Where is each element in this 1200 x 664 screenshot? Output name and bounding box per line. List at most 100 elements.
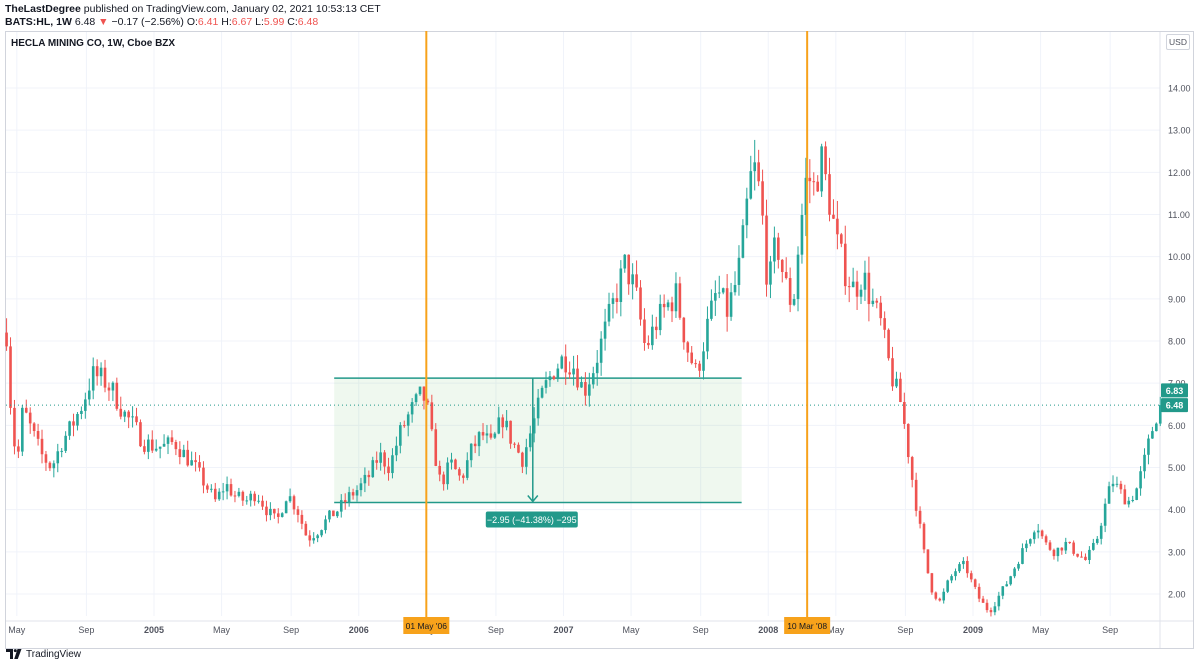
candle-body <box>355 490 359 496</box>
candle-body <box>536 397 540 419</box>
candle-body <box>469 443 473 461</box>
candle-body <box>729 292 733 317</box>
candle-body <box>1017 563 1020 569</box>
candle-body <box>343 500 347 502</box>
candle-body <box>166 437 170 444</box>
candle-body <box>717 292 721 294</box>
candle-body <box>143 446 146 452</box>
low-label: L: <box>255 16 264 28</box>
x-tick-label: May <box>8 625 26 635</box>
candle-body <box>820 146 823 192</box>
candle-body <box>773 237 776 262</box>
candle-body <box>962 560 965 565</box>
open-label: O: <box>186 16 198 28</box>
candle-body <box>1009 576 1012 585</box>
candle-body <box>1143 454 1146 472</box>
tradingview-icon <box>6 649 22 659</box>
candle-body <box>1068 541 1072 543</box>
candle-body <box>883 318 886 330</box>
candle-body <box>280 513 284 517</box>
tradingview-logo[interactable]: TradingView <box>6 647 81 661</box>
currency-badge[interactable]: USD <box>1166 34 1190 50</box>
candle-body <box>1119 483 1123 490</box>
y-tick-label: 9.00 <box>1168 294 1186 304</box>
candle-body <box>190 460 193 466</box>
candle-body <box>123 411 127 417</box>
candle-body <box>584 382 587 396</box>
candle-body <box>276 513 280 517</box>
candle-body <box>320 530 323 536</box>
candle-body <box>158 446 162 449</box>
candle-body <box>477 432 481 447</box>
candle-body <box>24 407 28 413</box>
chart-frame[interactable] <box>5 31 1194 649</box>
candle-body <box>1005 584 1009 587</box>
candle-body <box>28 412 32 424</box>
candle-body <box>206 485 209 490</box>
candle-body <box>253 493 256 502</box>
candle-body <box>1036 530 1040 533</box>
candle-body <box>721 288 725 293</box>
tradingview-brand: TradingView <box>26 648 82 660</box>
candle-body <box>406 414 410 426</box>
candle-body <box>710 300 713 319</box>
candle-body <box>611 298 615 304</box>
candle-body <box>733 284 737 293</box>
candle-body <box>1080 556 1083 558</box>
candle-body <box>186 449 190 466</box>
candle-body <box>938 598 942 601</box>
candle-body <box>17 446 20 452</box>
candle-body <box>379 452 382 463</box>
candle-body <box>686 342 690 353</box>
candle-body <box>21 407 24 452</box>
x-tick-label: May <box>1032 625 1050 635</box>
candle-body <box>91 366 95 391</box>
candle-body <box>973 579 977 587</box>
candle-body <box>540 387 544 398</box>
candle-body <box>643 319 646 343</box>
candle-body <box>371 460 375 478</box>
candle-body <box>501 417 505 428</box>
candle-body <box>832 214 835 219</box>
candle-body <box>170 437 174 443</box>
candle-body <box>824 146 827 175</box>
candle-body <box>288 496 292 502</box>
candle-body <box>1092 542 1095 550</box>
author-name[interactable]: TheLastDegree <box>5 3 81 15</box>
candle-body <box>749 171 753 199</box>
candle-body <box>324 519 327 531</box>
candle-body <box>714 293 717 301</box>
candle-body <box>840 234 843 244</box>
candle-body <box>666 302 670 308</box>
candle-body <box>599 338 603 363</box>
candle-body <box>828 174 831 215</box>
y-tick-label: 5.00 <box>1168 463 1186 473</box>
candle-body <box>690 352 694 364</box>
candle-body <box>72 421 75 426</box>
candle-body <box>245 500 249 502</box>
candle-body <box>859 289 863 297</box>
x-tick-label: 2007 <box>553 625 573 635</box>
candle-body <box>347 492 351 502</box>
candle-body <box>737 257 741 285</box>
candle-body <box>513 443 516 445</box>
candle-body <box>442 474 445 485</box>
candle-body <box>615 298 619 302</box>
x-tick-label: Sep <box>693 625 709 635</box>
candle-body <box>1025 543 1028 549</box>
down-arrow-icon: ▼ <box>98 16 109 28</box>
candle-body <box>552 376 556 380</box>
candle-body <box>1099 525 1103 539</box>
candle-body <box>450 459 453 463</box>
candle-body <box>430 402 434 430</box>
x-tick-label: May <box>623 625 641 635</box>
candle-body <box>426 400 430 403</box>
candle-body <box>359 483 363 491</box>
candle-body <box>1072 542 1075 554</box>
candle-body <box>1084 556 1087 560</box>
candle-body <box>796 254 800 300</box>
candle-body <box>1029 539 1032 544</box>
candle-body <box>217 491 221 500</box>
candle-body <box>316 535 319 539</box>
